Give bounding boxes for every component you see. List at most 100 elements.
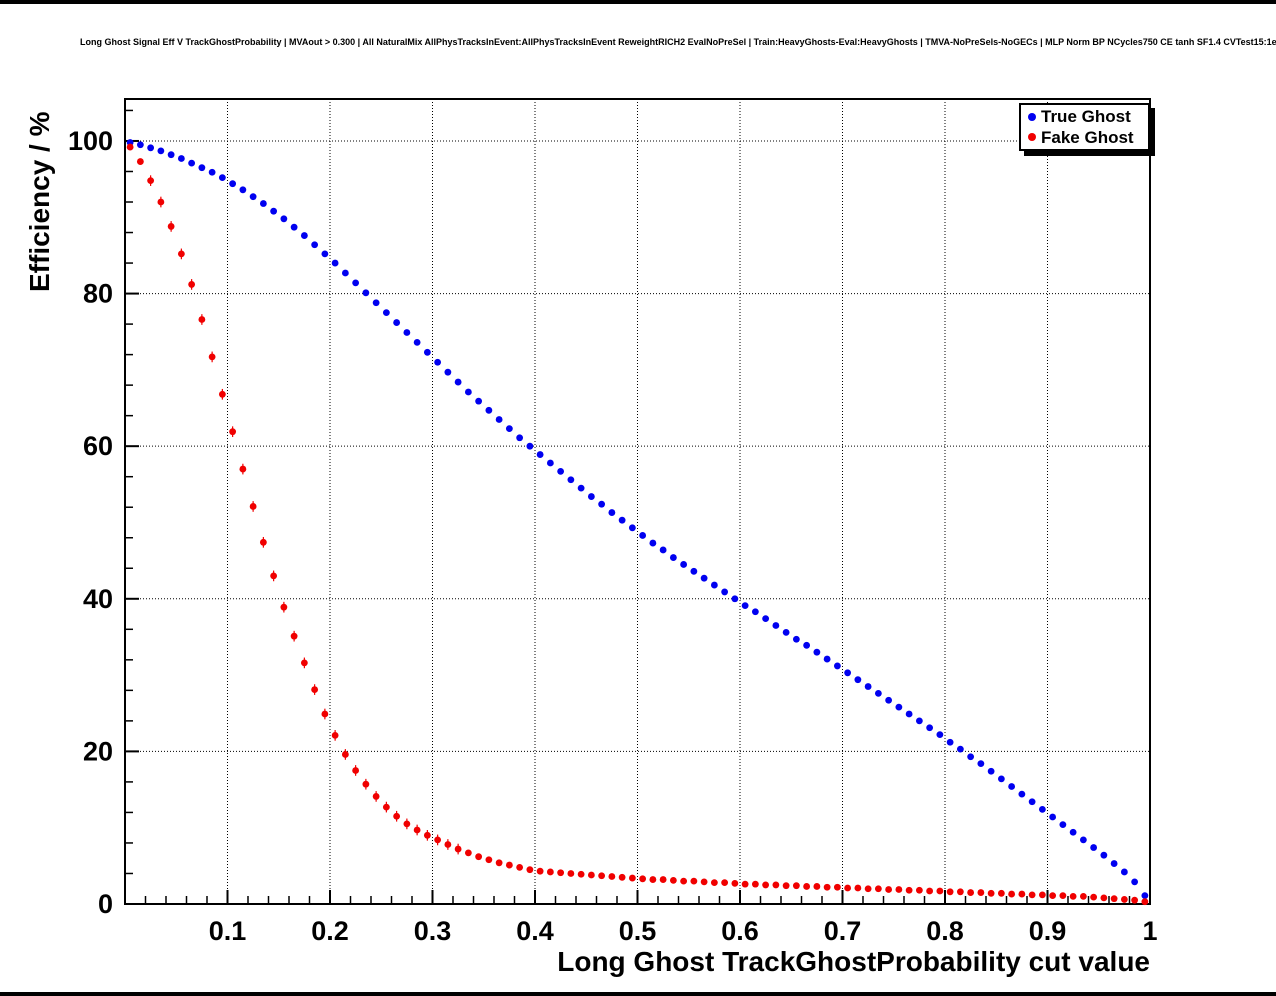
data-point bbox=[321, 250, 329, 258]
data-point bbox=[177, 250, 185, 258]
data-point bbox=[967, 753, 975, 761]
data-point bbox=[741, 602, 749, 610]
data-point bbox=[1049, 892, 1057, 900]
data-point bbox=[434, 358, 442, 366]
data-point bbox=[1131, 896, 1139, 904]
data-point bbox=[1069, 828, 1077, 836]
data-point bbox=[157, 147, 165, 155]
data-point bbox=[229, 180, 237, 188]
data-point bbox=[290, 223, 298, 231]
data-point bbox=[423, 348, 431, 356]
data-point bbox=[1069, 892, 1077, 900]
data-point bbox=[1090, 893, 1098, 901]
data-point bbox=[208, 353, 216, 361]
data-point bbox=[536, 451, 544, 458]
data-point bbox=[782, 882, 790, 890]
data-point bbox=[710, 581, 718, 589]
data-point bbox=[249, 193, 257, 201]
data-point bbox=[1018, 790, 1026, 798]
data-point bbox=[885, 696, 893, 704]
x-axis-title: Long Ghost TrackGhostProbability cut val… bbox=[557, 946, 1150, 977]
data-point bbox=[157, 198, 165, 206]
data-point bbox=[987, 767, 995, 775]
x-tick-label: 0.9 bbox=[1029, 916, 1067, 946]
data-point bbox=[198, 316, 206, 323]
data-point bbox=[505, 861, 513, 869]
data-point bbox=[915, 717, 923, 725]
data-point bbox=[608, 873, 616, 880]
data-point bbox=[690, 567, 698, 575]
data-point bbox=[803, 883, 811, 890]
data-point bbox=[1028, 798, 1036, 806]
data-point bbox=[546, 459, 554, 467]
data-point bbox=[628, 524, 636, 532]
data-point bbox=[731, 879, 739, 887]
x-tick-label: 1 bbox=[1142, 916, 1157, 946]
data-point bbox=[731, 595, 739, 603]
data-point bbox=[639, 532, 647, 539]
data-point bbox=[331, 259, 339, 267]
data-point bbox=[516, 863, 524, 871]
data-point bbox=[270, 207, 278, 215]
data-point bbox=[833, 883, 841, 891]
data-point bbox=[751, 608, 759, 616]
data-point bbox=[341, 751, 349, 758]
data-point bbox=[680, 877, 688, 885]
data-point bbox=[649, 876, 657, 883]
data-point bbox=[823, 655, 831, 663]
data-point bbox=[495, 859, 503, 867]
data-point bbox=[598, 500, 606, 508]
data-point bbox=[659, 546, 667, 554]
data-point bbox=[762, 881, 770, 889]
y-tick-label: 20 bbox=[83, 736, 113, 766]
data-point bbox=[792, 882, 800, 890]
y-tick-label: 40 bbox=[83, 584, 113, 614]
data-point bbox=[239, 465, 247, 473]
y-tick-label: 80 bbox=[83, 279, 113, 309]
data-point bbox=[1079, 892, 1087, 900]
data-point bbox=[956, 745, 964, 753]
legend: True Ghost Fake Ghost bbox=[1019, 103, 1150, 151]
data-point bbox=[218, 390, 226, 398]
data-point bbox=[167, 151, 175, 159]
data-point bbox=[485, 406, 493, 414]
data-point bbox=[352, 279, 360, 287]
data-point bbox=[1120, 896, 1128, 903]
data-point bbox=[915, 886, 923, 894]
data-point bbox=[177, 155, 185, 162]
data-point bbox=[198, 164, 206, 172]
data-point bbox=[444, 368, 452, 376]
data-point bbox=[188, 159, 196, 167]
data-point bbox=[413, 339, 421, 346]
data-point bbox=[905, 886, 913, 894]
data-point bbox=[567, 870, 575, 877]
data-point bbox=[454, 378, 462, 386]
data-point bbox=[464, 388, 472, 396]
data-point bbox=[290, 632, 298, 640]
data-point bbox=[844, 669, 852, 677]
data-point bbox=[936, 731, 944, 739]
data-point bbox=[393, 319, 401, 326]
data-point bbox=[874, 885, 882, 893]
data-point bbox=[690, 877, 698, 885]
data-point bbox=[649, 539, 657, 547]
data-point bbox=[1059, 892, 1067, 900]
x-tick-label: 0.4 bbox=[516, 916, 554, 946]
data-point bbox=[239, 186, 247, 194]
data-point bbox=[946, 738, 954, 746]
data-point bbox=[956, 888, 964, 896]
data-point bbox=[967, 889, 975, 896]
x-tick-label: 0.5 bbox=[619, 916, 657, 946]
data-point bbox=[895, 703, 903, 711]
data-point bbox=[987, 889, 995, 897]
data-point bbox=[516, 434, 524, 442]
plot-area: 0.1 0.2 0.3 0.4 0.5 0.6 0.7 0.8 0.9 1 0 20 40 60 80 100 bbox=[68, 98, 1158, 946]
data-point bbox=[700, 574, 708, 582]
data-point bbox=[208, 168, 216, 176]
data-point bbox=[669, 554, 677, 561]
data-point bbox=[434, 836, 442, 844]
data-point bbox=[1018, 890, 1026, 898]
legend-marker-icon bbox=[1028, 133, 1036, 142]
data-point bbox=[639, 875, 647, 883]
